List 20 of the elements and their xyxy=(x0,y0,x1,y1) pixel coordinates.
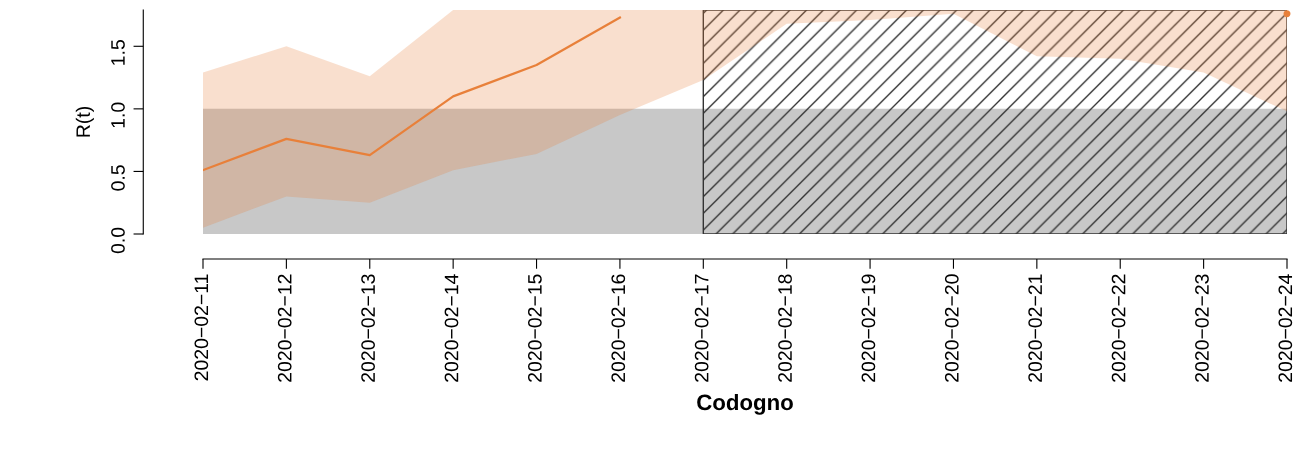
x-tick-label: 2020−02−18 xyxy=(778,274,792,382)
x-axis-title: Codogno xyxy=(697,393,793,415)
x-tick-label: 2020−02−17 xyxy=(694,274,709,382)
x-tick-label: 2020−02−20 xyxy=(944,274,959,382)
x-tick-label: 2020−02−16 xyxy=(611,274,626,382)
x-tick-label: 2020−02−14 xyxy=(444,274,459,382)
x-tick-label: 2020−02−12 xyxy=(277,274,292,382)
y-tick-label: 0.5 xyxy=(111,165,125,191)
x-tick-label: 2020−02−13 xyxy=(361,274,375,382)
x-tick-label: 2020−02−19 xyxy=(861,274,876,382)
x-tick-label: 2020−02−23 xyxy=(1195,274,1209,382)
x-tick-label: 2020−02−15 xyxy=(527,274,542,382)
x-tick-label: 2020−02−21 xyxy=(1028,274,1043,382)
y-tick-label: 1.0 xyxy=(111,102,125,128)
y-tick-label: 1.5 xyxy=(111,40,125,65)
x-tick-label: 2020−02−24 xyxy=(1278,274,1293,382)
x-tick-label: 2020−02−22 xyxy=(1111,274,1126,382)
x-tick-label: 2020−02−11 xyxy=(194,274,209,381)
y-tick-label: 0.0 xyxy=(111,227,125,254)
y-axis-title: R(t) xyxy=(75,107,94,137)
